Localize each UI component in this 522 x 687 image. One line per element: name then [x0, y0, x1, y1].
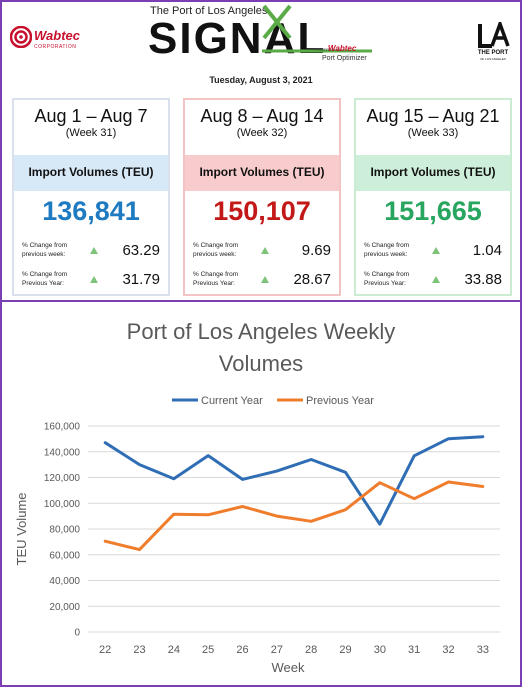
la-mark-icon	[478, 22, 510, 48]
partner-brand: Wabtec	[328, 44, 357, 53]
card-volume-value: 150,107	[213, 196, 311, 226]
card-yearly-change-value: 31.79	[122, 271, 160, 288]
card-week: (Week 31)	[65, 127, 117, 139]
x-tick-label: 22	[99, 644, 111, 656]
signal-brand: The Port of Los Angeles SIGNAL POWERED B…	[142, 4, 392, 70]
card-date-range: Aug 8 – Aug 14	[200, 106, 324, 126]
signal-x-icon	[262, 4, 292, 40]
card-weekly-change-label: % Change from previous week:	[22, 242, 68, 258]
chart-title: Volumes	[219, 351, 303, 376]
card-volume-value: 151,665	[384, 196, 482, 226]
card-date-range: Aug 15 – Aug 21	[366, 106, 500, 126]
y-tick-label: 140,000	[44, 447, 81, 458]
card-date-range: Aug 1 – Aug 7	[34, 106, 148, 126]
week-card-33: Aug 15 – Aug 21 (Week 33) Import Volumes…	[354, 98, 512, 296]
y-tick-label: 40,000	[49, 576, 80, 587]
wabtec-logo-name: Wabtec	[34, 28, 80, 43]
la-logo-line1: THE PORT	[477, 50, 509, 56]
up-triangle-icon	[261, 247, 269, 254]
wabtec-logo-sub: CORPORATION	[34, 44, 77, 50]
card-volume-label: Import Volumes (TEU)	[199, 165, 325, 179]
card-volume-value: 136,841	[42, 196, 140, 226]
wabtec-mark-icon	[10, 26, 32, 48]
section-divider	[0, 300, 522, 302]
chart-title: Port of Los Angeles Weekly	[127, 319, 396, 344]
header-section: Wabtec CORPORATION The Port of Los Angel…	[2, 2, 520, 300]
port-of-la-logo: THE PORT OF LOS ANGELES	[472, 22, 514, 62]
card-weekly-change-value: 9.69	[301, 242, 331, 259]
up-triangle-icon	[90, 276, 98, 283]
weekly-volumes-chart: Port of Los Angeles Weekly Volumes 0 20,000…	[0, 302, 522, 687]
powered-by-label: POWERED BY	[314, 47, 342, 52]
card-weekly-change-label: % Change from previous week:	[364, 242, 410, 258]
x-tick-label: 30	[374, 644, 386, 656]
x-tick-label: 27	[271, 644, 283, 656]
x-tick-label: 23	[133, 644, 145, 656]
y-tick-label: 120,000	[44, 473, 81, 484]
y-tick-label: 60,000	[49, 550, 80, 561]
brand-kicker: The Port of Los Angeles	[150, 5, 268, 17]
series-line-previous-year	[103, 480, 485, 552]
week-card-32: Aug 8 – Aug 14 (Week 32) Import Volumes …	[183, 98, 341, 296]
series-line-current-year	[103, 435, 485, 526]
x-tick-label: 32	[442, 644, 454, 656]
y-tick-label: 0	[74, 628, 80, 639]
card-label-band	[356, 155, 510, 191]
card-week: (Week 32)	[236, 127, 288, 139]
card-weekly-change-label: % Change from previous week:	[193, 242, 239, 258]
card-yearly-change-value: 28.67	[293, 271, 331, 288]
card-yearly-change-label: % Change from Previous Year:	[193, 271, 239, 287]
card-yearly-change-label: % Change from Previous Year:	[364, 271, 410, 287]
y-tick-label: 160,000	[44, 422, 81, 433]
card-volume-label: Import Volumes (TEU)	[28, 165, 154, 179]
x-tick-label: 25	[202, 644, 214, 656]
wabtec-logo: Wabtec CORPORATION	[10, 24, 90, 56]
legend-label: Previous Year	[306, 395, 374, 407]
y-axis-label: TEU Volume	[14, 493, 29, 566]
x-tick-label: 29	[339, 644, 351, 656]
legend-label: Current Year	[201, 395, 263, 407]
y-tick-label: 100,000	[44, 499, 81, 510]
y-tick-label: 80,000	[49, 525, 80, 536]
week-card-31: Aug 1 – Aug 7 (Week 31) Import Volumes (…	[12, 98, 170, 296]
up-triangle-icon	[432, 276, 440, 283]
la-logo-line2: OF LOS ANGELES	[480, 57, 506, 61]
signal-underline-icon	[262, 49, 372, 53]
report-date: Tuesday, August 3, 2021	[209, 75, 313, 85]
x-tick-label: 31	[408, 644, 420, 656]
up-triangle-icon	[261, 276, 269, 283]
card-yearly-change-label: % Change from Previous Year:	[22, 271, 68, 287]
x-tick-label: 26	[236, 644, 248, 656]
up-triangle-icon	[432, 247, 440, 254]
line-chart: Port of Los Angeles Weekly Volumes 0 20,000…	[14, 319, 500, 675]
card-weekly-change-value: 1.04	[472, 242, 502, 259]
x-tick-label: 24	[168, 644, 180, 656]
card-weekly-change-value: 63.29	[122, 242, 160, 259]
y-tick-label: 20,000	[49, 602, 80, 613]
x-tick-label: 28	[305, 644, 317, 656]
up-triangle-icon	[90, 247, 98, 254]
card-yearly-change-value: 33.88	[464, 271, 502, 288]
card-week: (Week 33)	[407, 127, 459, 139]
signal-wordmark: SIGNAL	[148, 14, 327, 63]
card-label-band	[185, 155, 339, 191]
x-tick-label: 33	[477, 644, 489, 656]
card-label-band	[14, 155, 168, 191]
card-volume-label: Import Volumes (TEU)	[370, 165, 496, 179]
x-axis-label: Week	[272, 660, 305, 675]
partner-product: Port Optimizer	[322, 55, 367, 62]
